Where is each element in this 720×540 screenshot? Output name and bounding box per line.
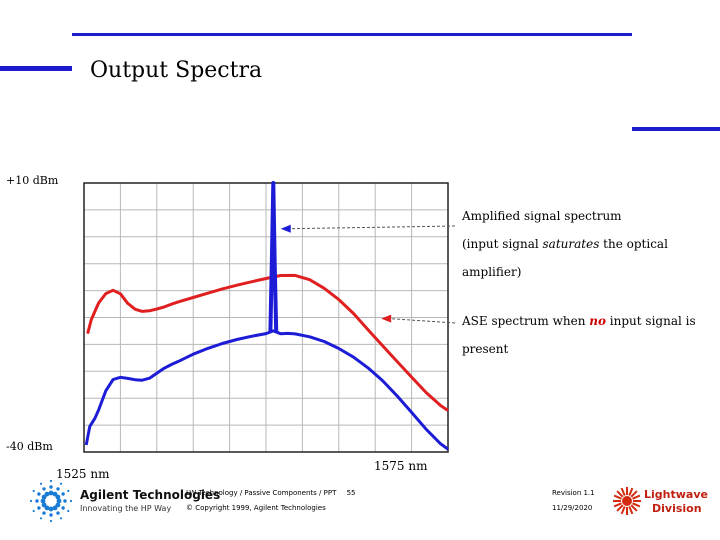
footer-copyright: © Copyright 1999, Agilent Technologies	[186, 504, 326, 512]
footer-company: Agilent Technologies	[80, 488, 221, 502]
agilent-spark-icon	[29, 479, 73, 523]
x-tick-label-left: 1525 nm	[56, 467, 110, 481]
annotation-ase-line2: present	[462, 342, 509, 356]
y-tick-label-bottom: -40 dBm	[6, 440, 53, 453]
annotation-arrows	[280, 224, 456, 324]
annotation-ase: ASE spectrum when no input signal is pre…	[462, 307, 696, 363]
footer-revision: Revision 1.1	[552, 489, 595, 497]
annotation-leader-0	[288, 225, 456, 230]
footer-date: 11/29/2020	[552, 504, 593, 512]
y-tick-label-top: +10 dBm	[6, 174, 59, 187]
header-rule-left	[0, 66, 72, 71]
slide-title: Output Spectra	[90, 58, 263, 83]
lightwave-burst-icon	[613, 487, 641, 515]
series-line-1	[84, 329, 449, 451]
header-rule-right	[632, 127, 720, 131]
annotation-amplified-line2: (input signal saturates the optical ampl…	[462, 237, 668, 279]
annotation-amplified: Amplified signal spectrum (input signal …	[462, 202, 720, 286]
footer-page: 55	[346, 489, 356, 497]
annotation-arrowhead-0	[280, 224, 291, 233]
footer-course-text: LW Technology / Passive Components / PPT	[186, 489, 337, 497]
annotation-arrowhead-1	[381, 314, 392, 323]
plot-frame	[83, 182, 449, 453]
annotation-amplified-line1: Amplified signal spectrum	[462, 209, 622, 223]
annotation-ase-line1: ASE spectrum when no input signal is	[462, 314, 696, 328]
series-line-2	[268, 181, 279, 332]
chart-grid	[84, 183, 448, 452]
footer-division-bottom: Division	[652, 502, 702, 515]
series-line-0	[86, 273, 449, 412]
header-rule-long	[72, 33, 632, 36]
annotation-leader-1	[389, 318, 456, 324]
chart-series	[84, 181, 449, 451]
footer-course: LW Technology / Passive Components / PPT…	[186, 489, 356, 497]
footer-division-top: Lightwave	[644, 488, 708, 501]
x-tick-label-right: 1575 nm	[374, 459, 428, 473]
footer-tagline: Innovating the HP Way	[80, 504, 172, 513]
